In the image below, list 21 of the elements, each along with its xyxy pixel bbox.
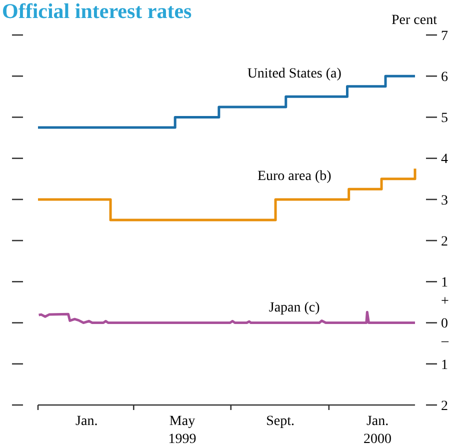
y-tick-label: 2 — [441, 398, 448, 414]
y-tick-label: 6 — [441, 70, 448, 86]
chart-title: Official interest rates — [2, 0, 192, 23]
x-tick-label: Jan. — [76, 414, 98, 429]
x-tick-label: May 1999 — [168, 414, 196, 445]
y-tick-label: 3 — [441, 193, 448, 208]
y-tick-label: 4 — [441, 152, 448, 168]
y-axis-title: Per cent — [392, 13, 438, 28]
y-tick-label: 1 — [441, 276, 448, 291]
series-label: United States (a) — [247, 66, 342, 82]
y-tick-label: 1 — [441, 358, 448, 373]
series-label: Japan (c) — [268, 300, 320, 316]
text: – — [440, 334, 450, 349]
x-tick-label: Jan. 2000 — [364, 414, 392, 445]
y-tick-label: 7 — [441, 28, 448, 44]
x-tick-label: Sept. — [266, 414, 294, 429]
y-tick-label: 5 — [441, 111, 448, 126]
text: + — [441, 294, 450, 309]
series-label: Euro area (b) — [257, 169, 332, 184]
y-tick-label: 0 — [441, 316, 448, 332]
y-tick-label: 2 — [441, 234, 448, 250]
